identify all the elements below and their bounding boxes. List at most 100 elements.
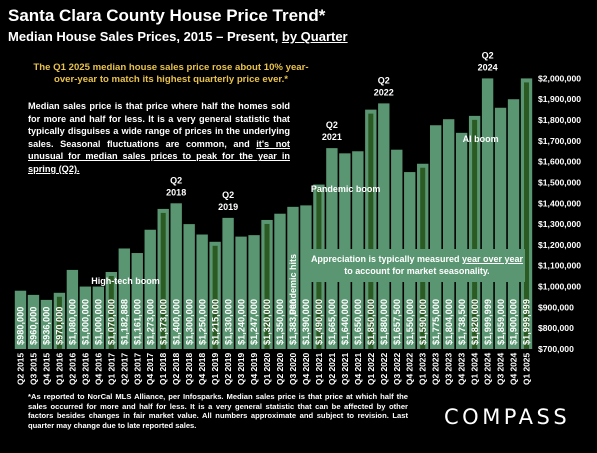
x-tick-label: Q3 2019 (236, 353, 246, 385)
bar-q4-2018 (196, 234, 208, 349)
x-tick-label: Q4 2017 (145, 353, 155, 385)
data-label: $1,182,888 (119, 299, 129, 345)
bar-q2-2024 (481, 78, 494, 349)
data-label: $1,000,000 (81, 299, 91, 345)
y-tick-label: $700,000 (538, 344, 574, 354)
y-tick-label: $1,700,000 (538, 136, 581, 146)
x-tick-label: Q2 2018 (171, 353, 181, 385)
data-label: $970,000 (55, 307, 65, 345)
annotation-label: AI boom (463, 134, 499, 144)
y-tick-label: $1,500,000 (538, 177, 581, 187)
peak-label-quarter: Q2 (482, 50, 494, 60)
data-label: $1,900,000 (509, 299, 519, 345)
bar-q2-2016 (66, 269, 79, 349)
x-tick-label: Q2 2017 (119, 353, 129, 385)
bar-highlight (212, 245, 218, 349)
bar-highlight (56, 296, 62, 349)
note-line1-pre: Appreciation is typically measured (310, 254, 462, 264)
bar-highlight (368, 113, 374, 349)
x-tick-label: Q3 2017 (132, 353, 142, 385)
data-label: $1,080,000 (68, 299, 78, 345)
x-tick-label: Q1 2025 (522, 353, 532, 385)
bar-q4-2023 (455, 132, 468, 349)
note-line2: to account for market seasonality. (344, 266, 490, 276)
data-label: $1,383,000 (288, 299, 298, 345)
x-tick-label: Q1 2018 (158, 353, 168, 385)
bar-q4-2024 (507, 99, 520, 349)
description-part1: Median sales price is that price where h… (28, 101, 290, 149)
x-tick-label: Q2 2021 (327, 353, 337, 385)
x-tick-label: Q2 2015 (15, 353, 25, 385)
description-part2: it's not unusual for median sales prices… (28, 138, 290, 174)
data-label: $1,300,000 (184, 299, 194, 345)
x-tick-label: Q4 2023 (457, 353, 467, 385)
bar-highlight (472, 119, 478, 349)
data-label: $1,320,000 (262, 299, 272, 345)
y-tick-label: $800,000 (538, 323, 574, 333)
x-tick-label: Q2 2022 (379, 353, 389, 385)
bar-q3-2024 (494, 107, 507, 350)
bar-q4-2015 (40, 299, 53, 349)
data-label: $1,400,000 (171, 299, 181, 345)
x-tick-label: Q2 2023 (431, 353, 441, 385)
bar-q2-2019 (222, 217, 234, 349)
x-tick-label: Q1 2020 (262, 353, 272, 385)
y-tick-label: $900,000 (538, 302, 574, 312)
x-tick-label: Q3 2021 (340, 353, 350, 385)
data-label: $1,775,000 (431, 299, 441, 345)
data-label: $936,000 (42, 307, 52, 345)
x-tick-label: Q4 2015 (41, 353, 51, 385)
chart-subtitle: Median House Sales Prices, 2015 – Presen… (8, 29, 348, 44)
data-label: $1,215,000 (210, 299, 220, 345)
x-tick-label: Q1 2017 (106, 353, 116, 385)
data-label: $1,250,000 (197, 299, 207, 345)
bar-q4-2016 (92, 286, 105, 349)
data-label: $1,330,000 (223, 299, 233, 345)
bar-q2-2020 (274, 213, 286, 349)
data-label: $1,880,000 (379, 299, 389, 345)
annotation-label: Pandemic hits (288, 254, 298, 315)
data-label: $1,350,000 (275, 299, 285, 345)
x-tick-label: Q2 2020 (275, 353, 285, 385)
data-label: $1,373,000 (158, 299, 168, 345)
x-tick-label: Q3 2024 (496, 353, 506, 385)
peak-label-quarter: Q2 (170, 175, 182, 185)
x-tick-label: Q1 2021 (314, 353, 324, 385)
footnote: *As reported to NorCal MLS Alliance, per… (28, 392, 408, 430)
x-tick-label: Q1 2019 (210, 353, 220, 385)
note-line1-link: year over year (462, 254, 524, 264)
x-tick-label: Q4 2016 (93, 353, 103, 385)
data-label: $1,000,000 (94, 299, 104, 345)
subtitle-link: by Quarter (281, 29, 348, 44)
x-tick-label: Q4 2019 (249, 353, 259, 385)
data-label: $1,657,500 (392, 299, 402, 345)
data-label: $980,000 (16, 307, 26, 345)
y-tick-label: $1,200,000 (538, 240, 581, 250)
x-tick-label: Q4 2022 (405, 353, 415, 385)
bar-q2-2023 (430, 125, 442, 349)
x-tick-label: Q4 2020 (301, 353, 311, 385)
data-label: $1,273,000 (145, 299, 155, 345)
peak-label-year: 2019 (218, 202, 238, 212)
data-label: $1,859,000 (496, 299, 506, 345)
annotation-label: High-tech boom (91, 276, 160, 286)
peak-label-year: 2018 (166, 187, 186, 197)
peak-label-year: 2021 (322, 132, 342, 142)
data-label: $1,161,000 (132, 299, 142, 345)
bar-q3-2015 (27, 294, 40, 349)
peak-label-year: 2022 (374, 87, 394, 97)
bar-q2-2022 (378, 103, 390, 349)
x-tick-label: Q3 2023 (444, 353, 454, 385)
bar-q3-2018 (183, 224, 195, 349)
data-label: $1,804,000 (444, 299, 454, 345)
peak-label-quarter: Q2 (326, 120, 338, 130)
y-tick-label: $1,400,000 (538, 198, 581, 208)
y-tick-label: $1,600,000 (538, 157, 581, 167)
bar-highlight (264, 223, 270, 349)
x-tick-label: Q4 2018 (197, 353, 207, 385)
y-tick-label: $1,800,000 (538, 115, 581, 125)
x-tick-label: Q2 2019 (223, 353, 233, 385)
data-label: $1,490,000 (314, 299, 324, 345)
bar-q3-2017 (131, 253, 143, 349)
x-tick-label: Q1 2023 (418, 353, 428, 385)
